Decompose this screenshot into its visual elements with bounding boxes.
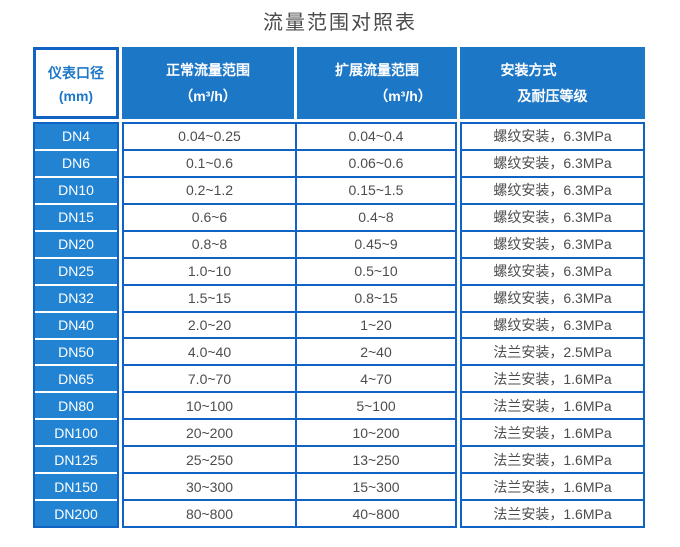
extended-range-cell: 15~300 [297, 474, 455, 500]
dn-label: DN65 [35, 366, 117, 392]
header-installation-line1: 安装方式 [500, 62, 557, 78]
install-cell: 螺纹安装，6.3MPa [462, 258, 643, 284]
install-cell: 法兰安装，1.6MPa [462, 366, 643, 392]
dn-label: DN32 [35, 285, 117, 311]
install-cell: 法兰安装，1.6MPa [462, 420, 643, 446]
install-cell: 螺纹安装，6.3MPa [462, 124, 643, 149]
normal-range-cell: 0.6~6 [124, 204, 295, 230]
dn-label: DN6 [35, 150, 117, 176]
installation-column: 安装方式 及耐压等级 螺纹安装，6.3MPa 螺纹安装，6.3MPa 螺纹安装，… [460, 47, 645, 528]
flow-range-table: 仪表口径 (mm) DN4 DN6 DN10 DN15 DN20 DN25 DN… [33, 47, 645, 528]
dn-label: DN15 [35, 204, 117, 230]
extended-range-cell: 2~40 [297, 339, 455, 365]
install-cell: 螺纹安装，6.3MPa [462, 231, 643, 257]
install-cell: 法兰安装，1.6MPa [462, 447, 643, 473]
install-cell: 法兰安装，1.6MPa [462, 474, 643, 500]
install-cell: 螺纹安装，6.3MPa [462, 150, 643, 176]
dn-label: DN80 [35, 393, 117, 419]
normal-range-cell: 2.0~20 [124, 312, 295, 338]
header-extended-range-unit: （m³/h） [374, 88, 432, 104]
dn-label: DN4 [35, 124, 117, 149]
install-cell: 法兰安装，1.6MPa [462, 501, 643, 526]
dn-label: DN40 [35, 312, 117, 338]
normal-range-cell: 25~250 [124, 447, 295, 473]
extended-range-cell: 13~250 [297, 447, 455, 473]
dn-label: DN20 [35, 231, 117, 257]
install-cell: 螺纹安装，6.3MPa [462, 177, 643, 203]
header-diameter-line1: 仪表口径 [48, 64, 104, 81]
normal-range-cell: 1.0~10 [124, 258, 295, 284]
normal-range-cell: 0.04~0.25 [124, 124, 295, 149]
normal-range-cell: 0.8~8 [124, 231, 295, 257]
dn-label: DN150 [35, 474, 117, 500]
normal-range-cell: 7.0~70 [124, 366, 295, 392]
installation-grid: 螺纹安装，6.3MPa 螺纹安装，6.3MPa 螺纹安装，6.3MPa 螺纹安装… [460, 122, 645, 528]
extended-range-cell: 1~20 [297, 312, 455, 338]
extended-range-cell: 4~70 [297, 366, 455, 392]
page-title: 流量范围对照表 [263, 12, 417, 34]
install-cell: 法兰安装，1.6MPa [462, 393, 643, 419]
header-installation-line2: 及耐压等级 [517, 88, 588, 104]
install-cell: 法兰安装，2.5MPa [462, 339, 643, 365]
normal-range-cell: 4.0~40 [124, 339, 295, 365]
extended-range-cell: 10~200 [297, 420, 455, 446]
dn-label: DN100 [35, 420, 117, 446]
normal-range-cell: 10~100 [124, 393, 295, 419]
extended-range-cell: 0.45~9 [297, 231, 455, 257]
dn-label: DN25 [35, 258, 117, 284]
dn-label: DN125 [35, 447, 117, 473]
install-cell: 螺纹安装，6.3MPa [462, 204, 643, 230]
flow-range-grid: 0.04~0.25 0.04~0.4 0.1~0.6 0.06~0.6 0.2~… [122, 122, 457, 528]
diameter-cells: DN4 DN6 DN10 DN15 DN20 DN25 DN32 DN40 DN… [33, 122, 119, 528]
extended-range-cell: 0.5~10 [297, 258, 455, 284]
extended-range-cell: 0.8~15 [297, 285, 455, 311]
extended-range-cell: 40~800 [297, 501, 455, 526]
extended-range-cell: 0.04~0.4 [297, 124, 455, 149]
header-diameter: 仪表口径 (mm) [33, 47, 119, 119]
flow-range-columns: 正常流量范围 （m³/h） 扩展流量范围 （m³/h） 0.04~0.25 0.… [122, 47, 457, 528]
header-normal-range-unit: （m³/h） [179, 88, 237, 104]
normal-range-cell: 30~300 [124, 474, 295, 500]
normal-range-cell: 20~200 [124, 420, 295, 446]
extended-range-cell: 0.06~0.6 [297, 150, 455, 176]
install-cell: 螺纹安装，6.3MPa [462, 285, 643, 311]
diameter-column: 仪表口径 (mm) DN4 DN6 DN10 DN15 DN20 DN25 DN… [33, 47, 119, 528]
dn-label: DN10 [35, 177, 117, 203]
flow-range-headers: 正常流量范围 （m³/h） 扩展流量范围 （m³/h） [122, 47, 457, 119]
dn-label: DN50 [35, 339, 117, 365]
normal-range-cell: 80~800 [124, 501, 295, 526]
header-extended-range: 扩展流量范围 （m³/h） [297, 47, 457, 119]
extended-range-cell: 0.15~1.5 [297, 177, 455, 203]
header-diameter-line2: (mm) [58, 87, 94, 104]
header-installation: 安装方式 及耐压等级 [460, 47, 645, 119]
install-cell: 螺纹安装，6.3MPa [462, 312, 643, 338]
normal-range-cell: 0.1~0.6 [124, 150, 295, 176]
extended-range-cell: 5~100 [297, 393, 455, 419]
normal-range-cell: 0.2~1.2 [124, 177, 295, 203]
header-normal-range-line1: 正常流量范围 [166, 62, 250, 78]
header-normal-range: 正常流量范围 （m³/h） [122, 47, 294, 119]
dn-label: DN200 [35, 501, 117, 527]
extended-range-cell: 0.4~8 [297, 204, 455, 230]
header-extended-range-line1: 扩展流量范围 [335, 62, 419, 78]
normal-range-cell: 1.5~15 [124, 285, 295, 311]
